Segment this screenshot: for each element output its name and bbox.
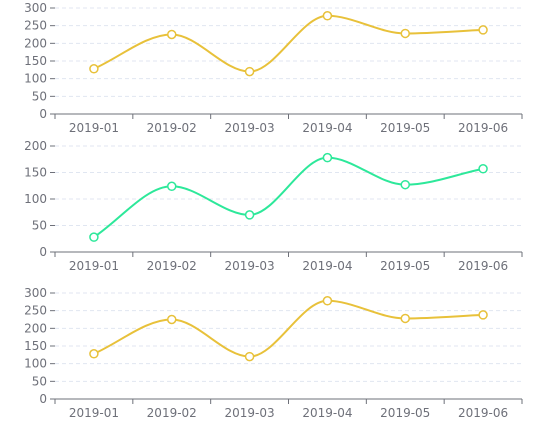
y-tick-label: 250 [24,19,47,33]
x-tick-label: 2019-04 [302,406,352,420]
chart-panel-1: 0 50 100 150 200 250 300 2019-01 2019-02 2019-03 2… [24,1,523,135]
data-point [244,66,255,77]
y-tick-label: 150 [24,166,47,180]
x-tick-label: 2019-04 [302,121,352,135]
data-point [322,296,333,306]
data-point [89,232,99,242]
x-tick-label: 2019-05 [380,259,430,273]
data-point [478,164,488,174]
data-point [478,25,488,35]
x-tick-label: 2019-06 [458,121,508,135]
y-tick-label: 100 [24,192,47,206]
y-tick-label: 200 [24,36,47,50]
data-point [400,313,410,324]
y-tick-label: 100 [24,72,47,86]
y-tick-label: 250 [24,304,47,318]
y-tick-label: 100 [24,357,47,371]
x-tick-label: 2019-01 [69,259,119,273]
chart-panel-2: 0 50 100 150 200 2019-01 2019-02 2019-03 2019-04… [24,139,523,273]
data-point [89,64,99,74]
data-point [167,29,177,40]
data-point [322,152,333,163]
data-point [89,349,99,359]
data-point [167,314,177,325]
x-tick-label: 2019-03 [225,121,275,135]
y-tick-label: 200 [24,321,47,335]
x-tick-label: 2019-05 [380,121,430,135]
y-tick-label: 50 [32,219,47,233]
y-tick-label: 300 [24,286,47,300]
x-tick-label: 2019-06 [458,406,508,420]
data-point [478,310,488,320]
series-line [93,299,484,358]
y-tick-label: 0 [39,245,47,259]
data-point [322,11,333,21]
x-tick-label: 2019-01 [69,406,119,420]
y-tick-label: 50 [32,89,47,103]
x-tick-label: 2019-05 [380,406,430,420]
y-tick-label: 50 [32,374,47,388]
data-point [244,210,255,220]
x-tick-label: 2019-01 [69,121,119,135]
x-tick-label: 2019-02 [147,259,197,273]
y-tick-label: 150 [24,54,47,68]
x-tick-label: 2019-02 [147,121,197,135]
data-point [167,181,177,192]
x-tick-label: 2019-02 [147,406,197,420]
y-tick-label: 0 [39,392,47,406]
x-tick-label: 2019-06 [458,259,508,273]
y-tick-label: 300 [24,1,47,15]
chart-panel-3: 0 50 100 150 200 250 300 2019-01 2019-02 2019-03 2… [24,286,523,420]
series-line [93,14,484,73]
data-point [244,351,255,362]
y-tick-label: 0 [39,107,47,121]
data-point [400,28,410,39]
x-tick-label: 2019-03 [225,406,275,420]
x-tick-label: 2019-03 [225,259,275,273]
y-tick-label: 200 [24,139,47,153]
y-tick-label: 150 [24,339,47,353]
x-tick-label: 2019-04 [302,259,352,273]
data-point [400,179,410,190]
